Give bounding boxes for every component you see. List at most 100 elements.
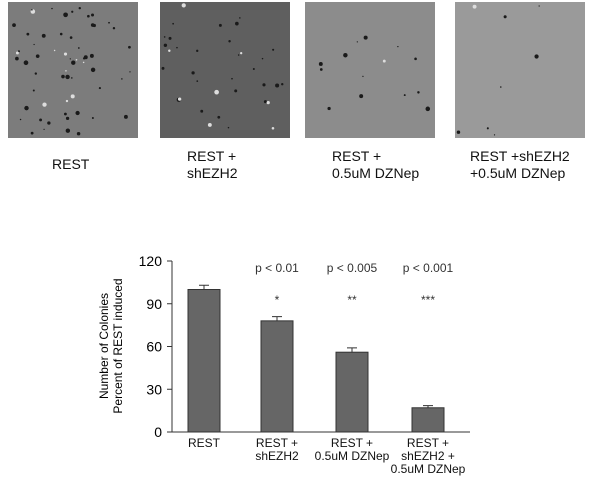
colony <box>214 89 219 95</box>
colony <box>356 41 358 43</box>
colony <box>42 102 47 107</box>
colony <box>196 49 199 53</box>
colony <box>30 131 34 135</box>
colony <box>161 66 165 70</box>
colony <box>65 116 70 121</box>
colony <box>237 54 240 56</box>
colony <box>207 122 212 127</box>
colony <box>63 52 68 56</box>
colony <box>534 54 539 59</box>
bar <box>335 351 369 433</box>
colony <box>397 45 399 48</box>
colony <box>26 32 30 36</box>
colony <box>486 127 489 130</box>
colony <box>472 4 477 9</box>
colony <box>168 49 171 52</box>
colony <box>47 121 51 125</box>
colony <box>217 115 221 119</box>
colony <box>31 9 33 11</box>
colony <box>239 17 241 19</box>
colony <box>318 61 323 66</box>
colony <box>41 33 46 38</box>
colony <box>128 45 131 49</box>
colony <box>65 70 67 72</box>
panel-label: REST + 0.5uM DZNep <box>332 148 420 181</box>
colony <box>69 36 73 39</box>
colony <box>196 80 199 82</box>
colony-image <box>305 2 435 138</box>
colony <box>271 126 275 130</box>
colony <box>89 53 94 58</box>
colony <box>275 83 280 88</box>
p-value: p < 0.001 <box>403 261 454 275</box>
colony <box>75 58 78 61</box>
colony <box>168 36 172 40</box>
colony <box>281 82 284 86</box>
colony <box>78 6 81 10</box>
colony <box>65 99 69 103</box>
y-tick-label: 90 <box>146 296 162 312</box>
colony <box>500 86 502 88</box>
panel-label: REST + shEZH2 <box>187 148 238 181</box>
colony <box>69 58 71 60</box>
colony <box>176 46 178 49</box>
colony <box>17 50 20 53</box>
colony-image <box>8 2 138 138</box>
colony <box>121 78 123 80</box>
colony <box>129 71 131 73</box>
colony <box>112 26 116 30</box>
colony <box>123 114 128 119</box>
colony <box>177 97 182 101</box>
colony <box>15 51 19 55</box>
y-tick-label: 120 <box>139 253 163 269</box>
colony <box>200 109 204 113</box>
error-bar <box>272 316 282 321</box>
colony <box>24 105 29 111</box>
colony <box>76 131 81 136</box>
colony <box>181 3 186 8</box>
significance: *** <box>421 293 435 307</box>
colony <box>108 21 110 24</box>
error-bar <box>423 405 433 408</box>
colony <box>234 89 238 93</box>
colony <box>272 48 275 51</box>
colony <box>456 130 461 134</box>
colony <box>91 13 95 17</box>
colony <box>235 21 239 26</box>
colony <box>240 52 243 55</box>
colony <box>191 71 195 75</box>
colony <box>39 118 43 122</box>
colony <box>262 83 266 87</box>
x-tick-label: REST + 0.5uM DZNep <box>314 436 390 463</box>
colony <box>65 74 70 80</box>
colony <box>15 56 19 61</box>
bar <box>411 407 445 433</box>
colony <box>82 61 85 64</box>
colony <box>382 59 386 63</box>
panel-label: REST +shEZH2 +0.5uM DZNep <box>470 148 570 181</box>
colony <box>12 23 16 27</box>
x-tick-label: REST <box>187 436 220 450</box>
colony <box>19 118 22 121</box>
colony <box>65 128 71 133</box>
panel-label: REST <box>52 156 90 172</box>
colony-image <box>160 2 290 138</box>
x-tick-label: REST + shEZH2 + 0.5uM DZNep <box>390 436 466 476</box>
colony <box>359 94 364 99</box>
colony <box>34 72 37 75</box>
colony <box>35 54 40 58</box>
colony-image <box>455 2 585 138</box>
colony <box>51 7 53 10</box>
y-tick-label: 0 <box>154 424 162 440</box>
colony <box>33 43 35 46</box>
colony <box>59 32 63 36</box>
colony <box>63 12 68 18</box>
error-bar <box>199 284 209 290</box>
colony <box>503 15 507 19</box>
colony <box>91 117 94 120</box>
bar <box>260 320 294 433</box>
colony <box>414 57 417 61</box>
colony <box>218 23 222 27</box>
